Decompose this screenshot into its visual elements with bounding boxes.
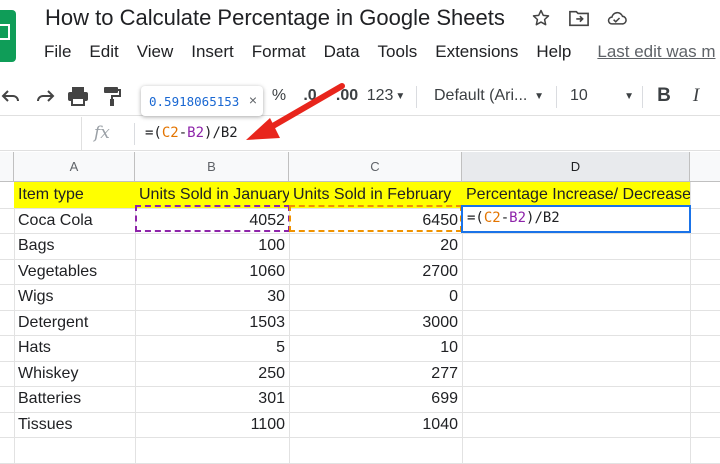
formula-part: -: [178, 125, 188, 141]
cell-item[interactable]: Detergent: [18, 314, 89, 331]
formula-part: )/B2: [526, 210, 560, 226]
percent-format-button[interactable]: %: [271, 87, 287, 104]
spreadsheet-grid: A B C D: [0, 152, 720, 464]
header-cell-january[interactable]: Units Sold in January: [139, 186, 289, 203]
column-header-e[interactable]: [690, 152, 720, 182]
header-row-highlight: [14, 182, 690, 208]
formula-part: =(: [467, 210, 484, 226]
cloud-status-icon[interactable]: [606, 6, 628, 30]
formula-divider: [134, 123, 135, 145]
active-cell-editor[interactable]: =(C2-B2)/B2: [461, 205, 691, 233]
menu-edit[interactable]: Edit: [89, 42, 119, 61]
cell-feb[interactable]: 1040: [422, 416, 458, 433]
menu-bar: File Edit View Insert Format Data Tools …: [44, 42, 715, 62]
toolbar-divider: [556, 86, 557, 108]
cell-jan[interactable]: 1100: [250, 416, 285, 433]
formula-ref-c2: C2: [161, 125, 179, 141]
chevron-down-icon: ▼: [534, 90, 544, 102]
cell-jan[interactable]: 301: [258, 390, 285, 407]
move-to-folder-icon[interactable]: [568, 6, 590, 30]
print-icon[interactable]: [66, 76, 90, 116]
title-bar: How to Calculate Percentage in Google Sh…: [0, 0, 720, 76]
paint-format-icon[interactable]: [100, 76, 124, 116]
name-box[interactable]: [0, 117, 82, 151]
more-formats-label: 123: [366, 87, 394, 104]
font-family-value: Default (Ari...: [434, 87, 528, 104]
increase-decimal-button[interactable]: .00: [335, 87, 359, 104]
formula-part: -: [500, 210, 510, 226]
formula-part: )/B2: [204, 125, 238, 141]
cell-item[interactable]: Hats: [18, 339, 51, 356]
star-icon[interactable]: [530, 6, 552, 30]
italic-button[interactable]: I: [692, 85, 700, 106]
close-icon[interactable]: ×: [248, 92, 257, 108]
font-family-select[interactable]: Default (Ari... ▼: [434, 76, 544, 116]
column-header-c[interactable]: C: [289, 152, 462, 182]
menu-file[interactable]: File: [44, 42, 72, 61]
cell-feb[interactable]: 6450: [422, 212, 458, 229]
cell-item[interactable]: Coca Cola: [18, 212, 93, 229]
menu-help[interactable]: Help: [536, 42, 572, 61]
toolbar: % .0 .00 123 ▼ Default (Ari... ▼ 10 ▼ B …: [0, 76, 720, 116]
column-header-d[interactable]: D: [462, 152, 690, 182]
last-edit-link[interactable]: Last edit was m: [597, 42, 716, 61]
cell-feb[interactable]: 10: [440, 339, 458, 356]
menu-insert[interactable]: Insert: [191, 42, 234, 61]
header-cell-item-type[interactable]: Item type: [18, 186, 84, 203]
cell-item[interactable]: Whiskey: [18, 365, 79, 382]
font-size-select[interactable]: 10 ▼: [570, 76, 634, 116]
cell-feb[interactable]: 277: [431, 365, 458, 382]
menu-tools[interactable]: Tools: [377, 42, 418, 61]
cell-feb[interactable]: 0: [449, 288, 458, 305]
cell-feb[interactable]: 20: [440, 237, 458, 254]
toolbar-divider: [416, 86, 417, 108]
formula-input[interactable]: =(C2-B2)/B2: [145, 125, 238, 141]
undo-icon[interactable]: [0, 76, 22, 116]
menu-extensions[interactable]: Extensions: [435, 42, 519, 61]
cell-feb[interactable]: 3000: [422, 314, 458, 331]
cell-item[interactable]: Batteries: [18, 390, 82, 407]
cell-item[interactable]: Vegetables: [18, 263, 98, 280]
menu-data[interactable]: Data: [323, 42, 360, 61]
menu-format[interactable]: Format: [251, 42, 306, 61]
formula-ref-b2: B2: [187, 125, 205, 141]
formula-part: =(: [145, 125, 162, 141]
sheets-logo-icon[interactable]: [0, 10, 16, 62]
chevron-down-icon: ▼: [395, 90, 406, 102]
font-size-value: 10: [570, 87, 588, 104]
more-formats-button[interactable]: 123 ▼: [366, 76, 406, 116]
cell-jan[interactable]: 1060: [249, 263, 285, 280]
column-header-b[interactable]: B: [135, 152, 289, 182]
formula-ref-b2: B2: [509, 210, 527, 226]
cell-feb[interactable]: 2700: [422, 263, 458, 280]
toolbar-divider: [642, 86, 643, 108]
document-title[interactable]: How to Calculate Percentage in Google Sh…: [45, 5, 505, 30]
tooltip-value: 0.5918065153: [149, 93, 240, 109]
cell-feb[interactable]: 699: [431, 390, 458, 407]
select-all-corner[interactable]: [0, 152, 14, 182]
cell-jan[interactable]: 4052: [249, 212, 285, 229]
fx-icon: fx: [94, 123, 110, 143]
cell-jan[interactable]: 250: [258, 365, 285, 382]
cell-jan[interactable]: 1503: [249, 314, 285, 331]
chevron-down-icon: ▼: [624, 90, 634, 102]
formula-bar: fx =(C2-B2)/B2: [0, 117, 720, 151]
cell-jan[interactable]: 5: [276, 339, 285, 356]
bold-button[interactable]: B: [657, 85, 671, 106]
decrease-decimal-button[interactable]: .0: [303, 87, 317, 104]
cell-jan[interactable]: 100: [258, 237, 285, 254]
menu-view[interactable]: View: [136, 42, 174, 61]
cell-jan[interactable]: 30: [267, 288, 285, 305]
cell-item[interactable]: Bags: [18, 237, 55, 254]
cell-item[interactable]: Wigs: [18, 288, 54, 305]
formula-ref-c2: C2: [483, 210, 501, 226]
cell-item[interactable]: Tissues: [18, 416, 73, 433]
header-cell-percentage[interactable]: Percentage Increase/ Decrease: [466, 186, 690, 203]
column-header-a[interactable]: A: [14, 152, 135, 182]
formula-result-tooltip: 0.5918065153 ×: [141, 86, 263, 116]
header-cell-february[interactable]: Units Sold in February: [293, 186, 452, 203]
redo-icon[interactable]: [34, 76, 56, 116]
